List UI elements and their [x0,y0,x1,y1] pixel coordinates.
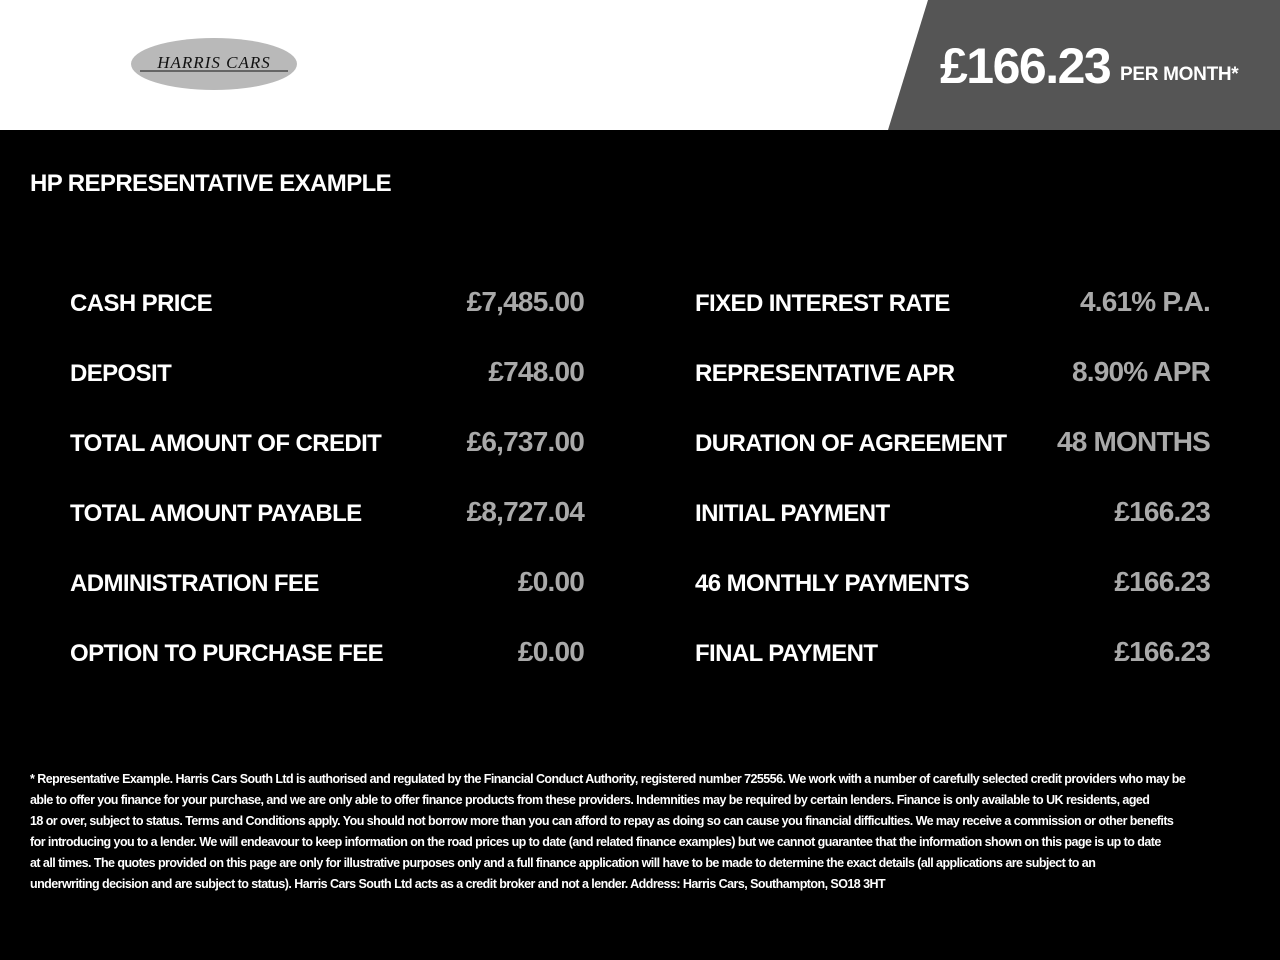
monthly-price-panel [888,0,1280,130]
harris-cars-logo: HARRIS CARS [131,38,297,90]
row-value: £6,737.00 [466,426,585,457]
disclaimer-line: able to offer you finance for your purch… [30,793,1150,807]
row-value: £748.00 [488,356,584,387]
row-label: OPTION TO PURCHASE FEE [70,640,384,667]
row-interest-rate: FIXED INTEREST RATE 4.61% P.A. [695,286,1211,330]
row-total-credit: TOTAL AMOUNT OF CREDIT £6,737.00 [70,426,585,470]
row-value: £0.00 [517,636,585,667]
row-label: CASH PRICE [70,290,213,317]
row-value: £166.23 [1114,636,1210,667]
disclaimer-line: at all times. The quotes provided on thi… [30,856,1096,870]
section-title: HP REPRESENTATIVE EXAMPLE [30,170,392,197]
row-label: TOTAL AMOUNT OF CREDIT [70,430,382,457]
row-label: DEPOSIT [70,360,172,387]
row-option-fee: OPTION TO PURCHASE FEE £0.00 [70,636,585,680]
row-value: £8,727.04 [466,496,585,527]
row-value: £166.23 [1114,496,1210,527]
svg-text:HARRIS CARS: HARRIS CARS [156,53,270,72]
disclaimer-line: for introducing you to a lender. We will… [30,835,1161,849]
row-label: 46 MONTHLY PAYMENTS [695,570,970,597]
row-monthly-payments: 46 MONTHLY PAYMENTS £166.23 [695,566,1211,610]
row-label: TOTAL AMOUNT PAYABLE [70,500,362,527]
row-admin-fee: ADMINISTRATION FEE £0.00 [70,566,585,610]
monthly-price: £166.23 [940,38,1112,94]
row-label: ADMINISTRATION FEE [70,570,319,597]
row-deposit: DEPOSIT £748.00 [70,356,585,400]
row-initial-payment: INITIAL PAYMENT £166.23 [695,496,1211,540]
row-total-payable: TOTAL AMOUNT PAYABLE £8,727.04 [70,496,585,540]
row-final-payment: FINAL PAYMENT £166.23 [695,636,1211,680]
disclaimer-line: 18 or over, subject to status. Terms and… [30,814,1174,828]
row-label: FINAL PAYMENT [695,640,878,667]
row-value: 48 MONTHS [1056,426,1211,457]
per-month-label: PER MONTH* [1120,64,1239,85]
row-label: REPRESENTATIVE APR [695,360,955,387]
row-value: £0.00 [517,566,585,597]
row-cash-price: CASH PRICE £7,485.00 [70,286,585,330]
row-value: £166.23 [1114,566,1210,597]
row-value: 8.90% APR [1071,356,1211,387]
disclaimer: * Representative Example. Harris Cars So… [30,769,1186,895]
row-apr: REPRESENTATIVE APR 8.90% APR [695,356,1211,400]
row-label: INITIAL PAYMENT [695,500,890,527]
row-value: £7,485.00 [466,286,585,317]
row-duration: DURATION OF AGREEMENT 48 MONTHS [695,426,1211,470]
row-label: FIXED INTEREST RATE [695,290,950,317]
header: HARRIS CARS £166.23 PER MONTH* [0,0,1280,130]
disclaimer-line: * Representative Example. Harris Cars So… [30,772,1186,786]
row-value: 4.61% P.A. [1079,286,1211,317]
row-label: DURATION OF AGREEMENT [695,430,1007,457]
disclaimer-line: underwriting decision and are subject to… [30,877,886,891]
